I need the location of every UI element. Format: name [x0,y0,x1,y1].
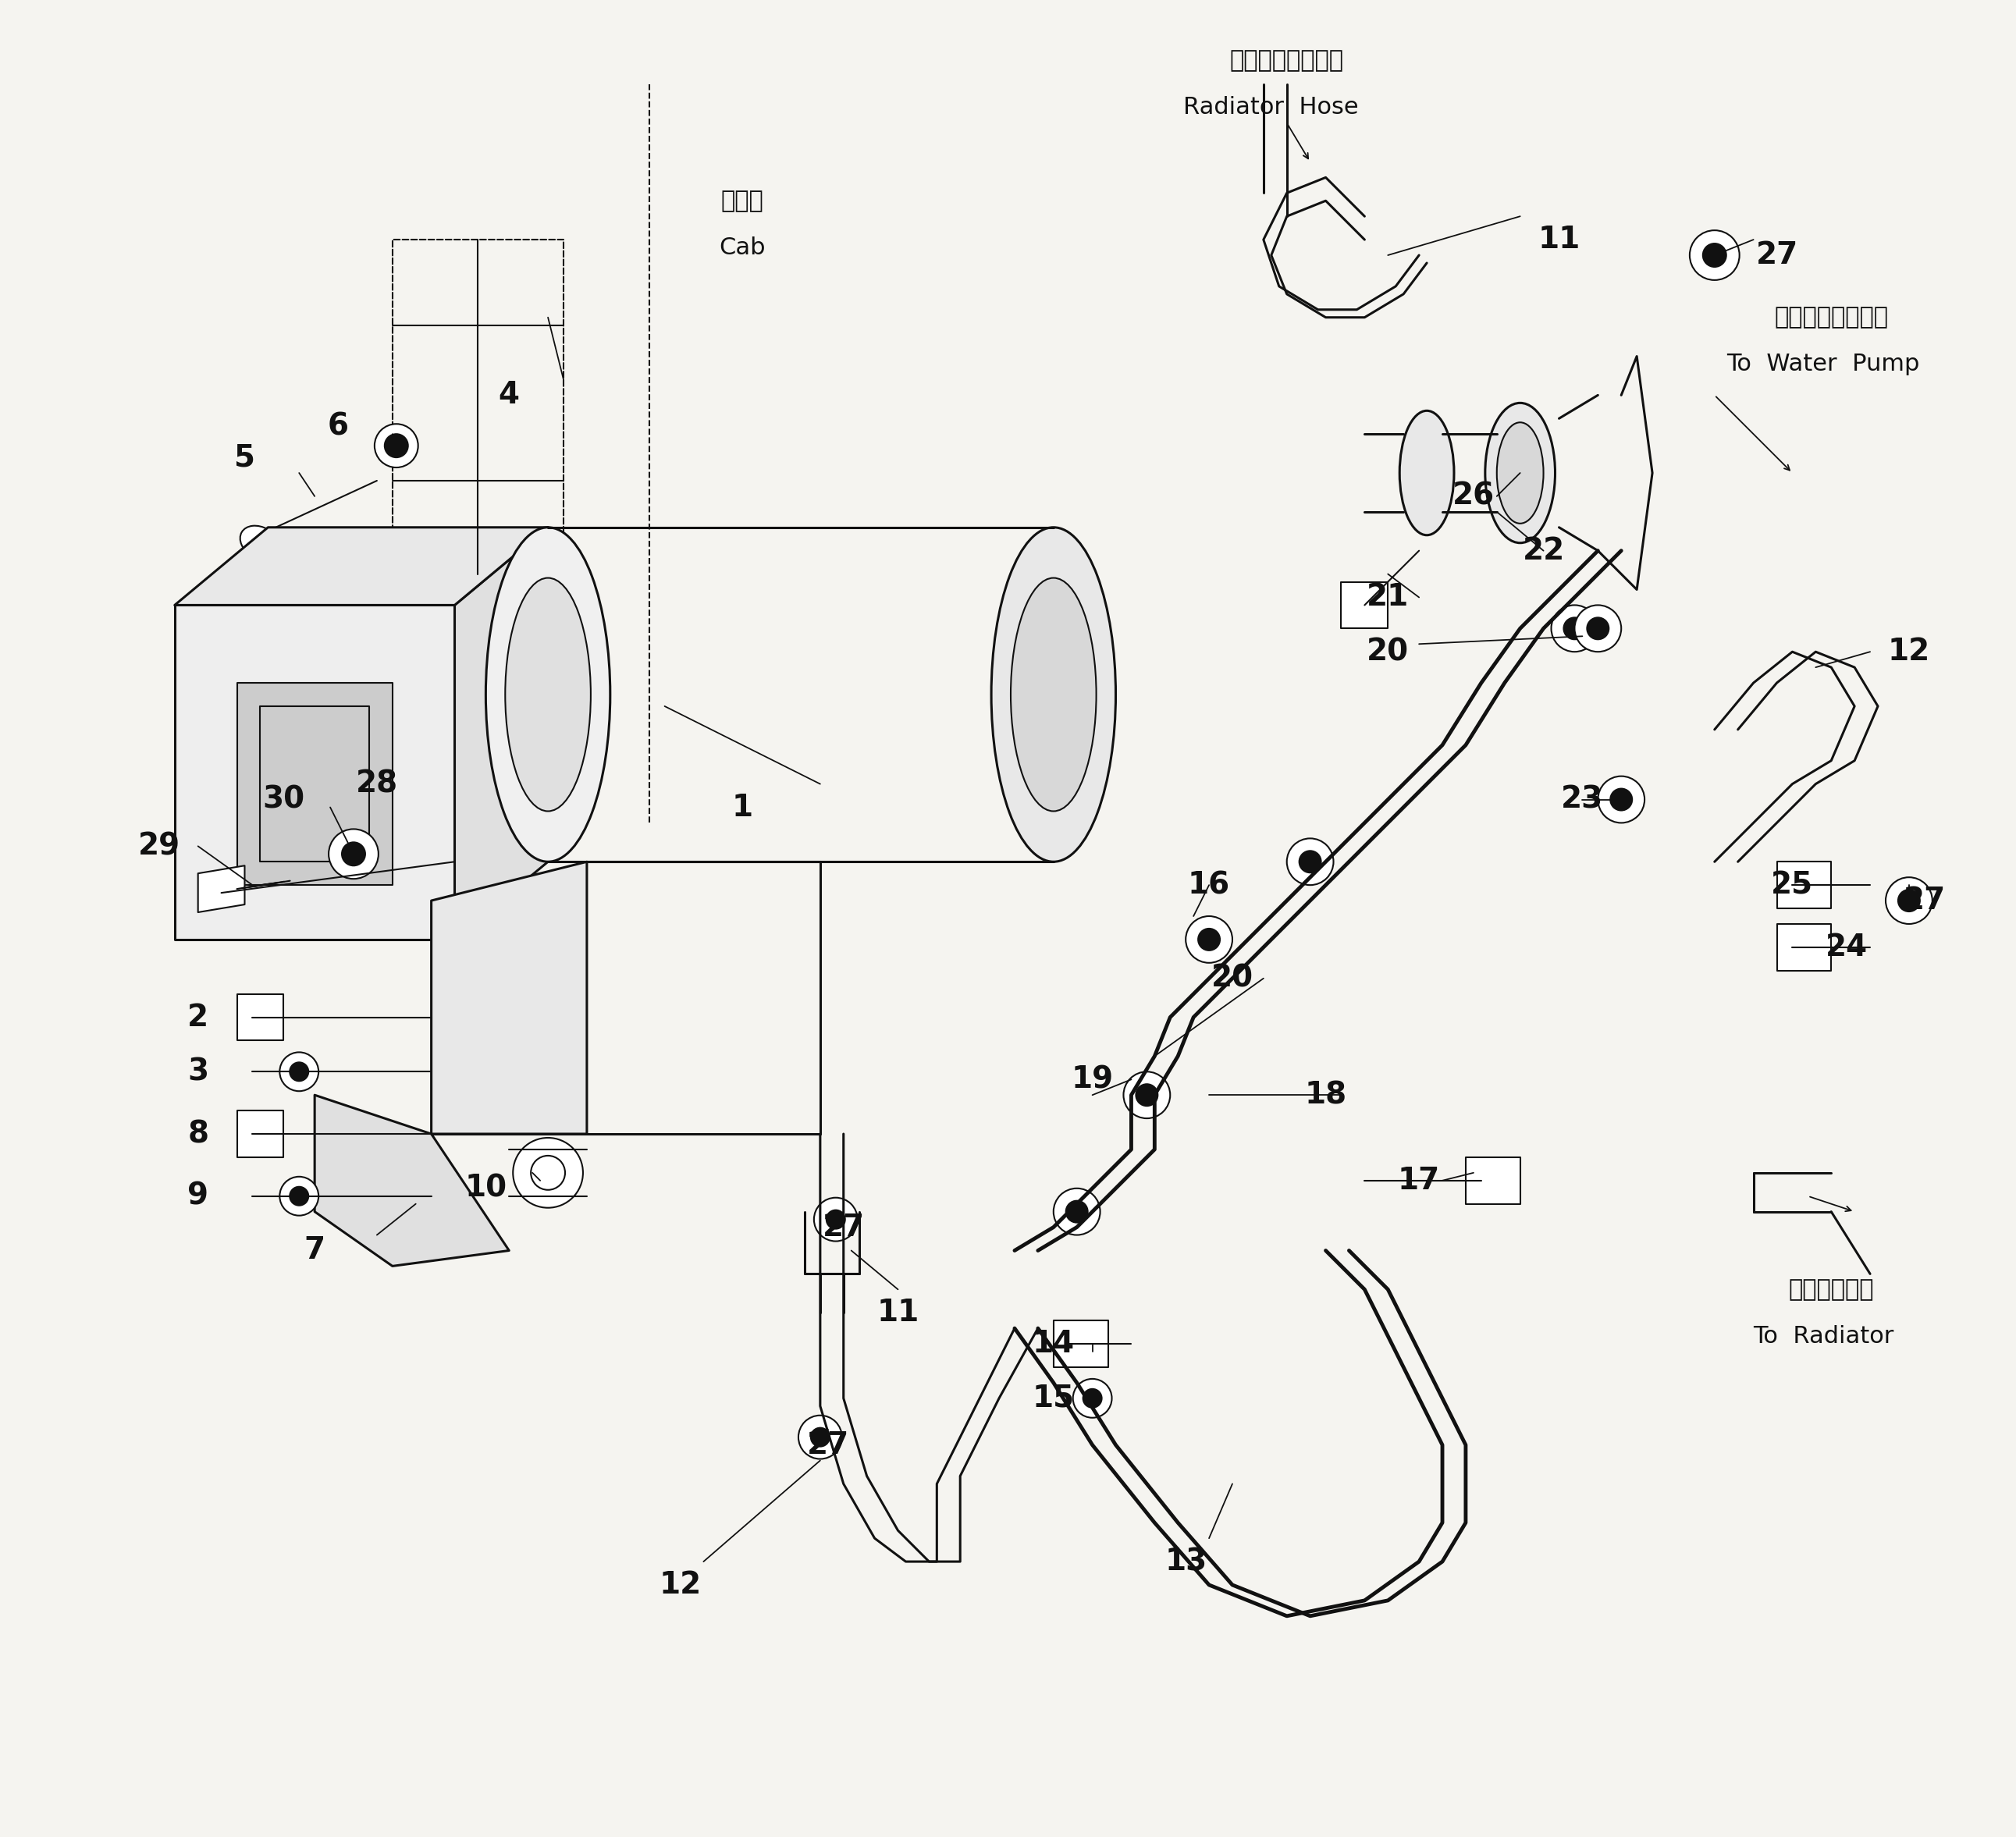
Text: 12: 12 [659,1571,702,1600]
Circle shape [1073,1380,1113,1418]
Circle shape [1689,230,1740,279]
Text: 28: 28 [355,770,397,799]
Circle shape [1574,604,1621,652]
Circle shape [1704,244,1726,266]
Circle shape [1564,617,1585,639]
Text: 8: 8 [187,1119,208,1148]
Polygon shape [1341,582,1387,628]
Text: ウォータポンプへ: ウォータポンプへ [1774,307,1889,329]
Ellipse shape [1496,423,1544,524]
Circle shape [1135,1084,1157,1106]
Text: To  Radiator: To Radiator [1754,1324,1893,1347]
Text: 23: 23 [1560,784,1603,814]
Circle shape [1298,851,1320,873]
Text: 27: 27 [806,1431,849,1460]
Text: 22: 22 [1522,536,1564,566]
Circle shape [1083,1389,1101,1407]
Circle shape [512,1137,583,1207]
Text: 27: 27 [823,1212,865,1242]
Text: 13: 13 [1165,1547,1208,1576]
Polygon shape [175,604,456,939]
Text: ラジエータホース: ラジエータホース [1230,50,1345,72]
Text: To  Water  Pump: To Water Pump [1728,353,1919,375]
Text: 20: 20 [1367,637,1409,667]
Circle shape [814,1198,857,1242]
Polygon shape [456,527,548,939]
Text: 21: 21 [1367,582,1409,612]
Circle shape [798,1414,843,1459]
Text: 27: 27 [1756,241,1798,270]
Polygon shape [314,1095,510,1266]
Text: 19: 19 [1070,1065,1113,1095]
Text: 7: 7 [304,1236,325,1266]
Circle shape [1587,617,1609,639]
Circle shape [1550,604,1599,652]
Circle shape [385,434,407,457]
Circle shape [280,1178,319,1216]
Text: ラジエータへ: ラジエータへ [1788,1279,1875,1301]
Polygon shape [238,683,393,885]
Text: 25: 25 [1772,871,1814,900]
Text: 18: 18 [1304,1080,1347,1110]
Text: 29: 29 [137,832,179,862]
Text: 11: 11 [877,1299,919,1328]
Circle shape [1885,878,1931,924]
Text: Radiator  Hose: Radiator Hose [1183,96,1359,119]
Polygon shape [238,994,284,1040]
Text: 9: 9 [187,1181,208,1211]
Text: 10: 10 [464,1174,506,1203]
Text: 11: 11 [1538,224,1581,255]
Circle shape [1198,930,1220,950]
Ellipse shape [486,527,611,862]
Text: 6: 6 [327,411,349,441]
Text: Cab: Cab [720,237,766,259]
Text: 30: 30 [262,784,304,814]
Text: 27: 27 [1903,885,1945,915]
Text: 3: 3 [187,1056,208,1086]
Ellipse shape [240,525,280,560]
Text: 15: 15 [1032,1383,1075,1413]
Circle shape [1185,917,1232,963]
Ellipse shape [1010,579,1097,812]
Text: 17: 17 [1397,1166,1439,1196]
Circle shape [280,1053,319,1091]
Circle shape [1054,1189,1101,1234]
Circle shape [1066,1201,1089,1223]
Circle shape [290,1062,308,1080]
Circle shape [1611,788,1633,810]
Text: 16: 16 [1187,871,1230,900]
Ellipse shape [506,579,591,812]
Ellipse shape [992,527,1115,862]
Text: 14: 14 [1032,1328,1075,1359]
Text: 20: 20 [1212,964,1254,994]
Circle shape [1286,838,1333,885]
Circle shape [1599,777,1645,823]
Polygon shape [431,862,587,1133]
Text: 24: 24 [1826,933,1869,963]
Circle shape [810,1427,829,1446]
Circle shape [827,1211,845,1229]
Circle shape [1899,889,1919,911]
Circle shape [290,1187,308,1205]
Polygon shape [1466,1157,1520,1203]
Text: 5: 5 [234,443,256,472]
Polygon shape [1776,862,1831,907]
Text: 4: 4 [498,380,520,410]
Text: 12: 12 [1887,637,1929,667]
Polygon shape [238,1111,284,1157]
Text: キャブ: キャブ [722,189,764,211]
Text: 1: 1 [732,792,754,823]
Ellipse shape [1486,402,1554,544]
Text: 2: 2 [187,1003,208,1032]
Circle shape [1123,1071,1169,1119]
Circle shape [329,828,379,878]
Circle shape [375,424,417,467]
Polygon shape [175,527,548,604]
Ellipse shape [1399,411,1454,535]
Polygon shape [1054,1321,1109,1367]
Circle shape [343,843,365,865]
Text: 26: 26 [1452,481,1494,511]
Polygon shape [1776,924,1831,970]
Polygon shape [198,865,244,913]
